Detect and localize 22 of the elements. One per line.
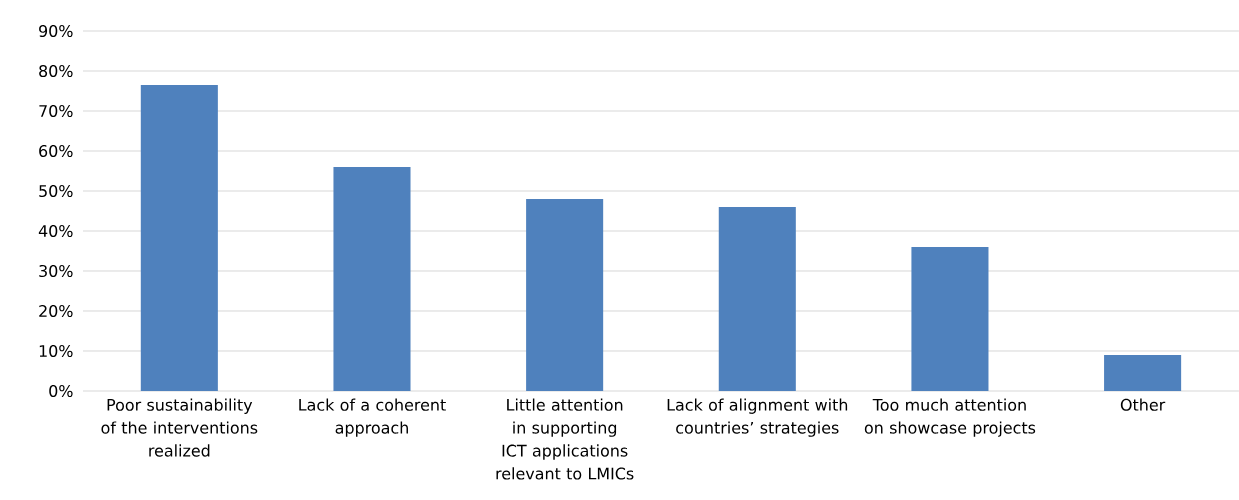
y-tick-label: 0% <box>49 384 73 398</box>
bar <box>333 167 411 391</box>
x-tick-label: Little attention in supporting ICT applications relevant to LMICs <box>496 398 634 480</box>
x-tick-label: Poor sustainability of the interventions realized <box>101 398 258 457</box>
bar <box>911 247 989 391</box>
y-tick-label: 20% <box>39 304 73 318</box>
y-tick-label: 90% <box>39 24 73 38</box>
x-tick-label: Lack of alignment with countries’ strategies <box>667 398 848 437</box>
x-tick-label: Too much attention on showcase projects <box>864 398 1036 437</box>
y-tick-label: 10% <box>39 344 73 358</box>
y-tick-label: 80% <box>39 64 73 78</box>
bar <box>140 85 218 391</box>
bar <box>1104 355 1182 391</box>
bar <box>718 207 796 391</box>
y-tick-label: 70% <box>39 104 73 118</box>
x-tick-label: Other <box>1120 398 1166 411</box>
y-tick-label: 40% <box>38 224 73 238</box>
y-tick-label: 60% <box>39 144 73 158</box>
y-tick-label: 30% <box>39 264 73 278</box>
y-tick-label: 50% <box>39 184 73 198</box>
x-tick-label: Lack of a coherent approach <box>299 398 446 437</box>
bar <box>526 199 604 391</box>
